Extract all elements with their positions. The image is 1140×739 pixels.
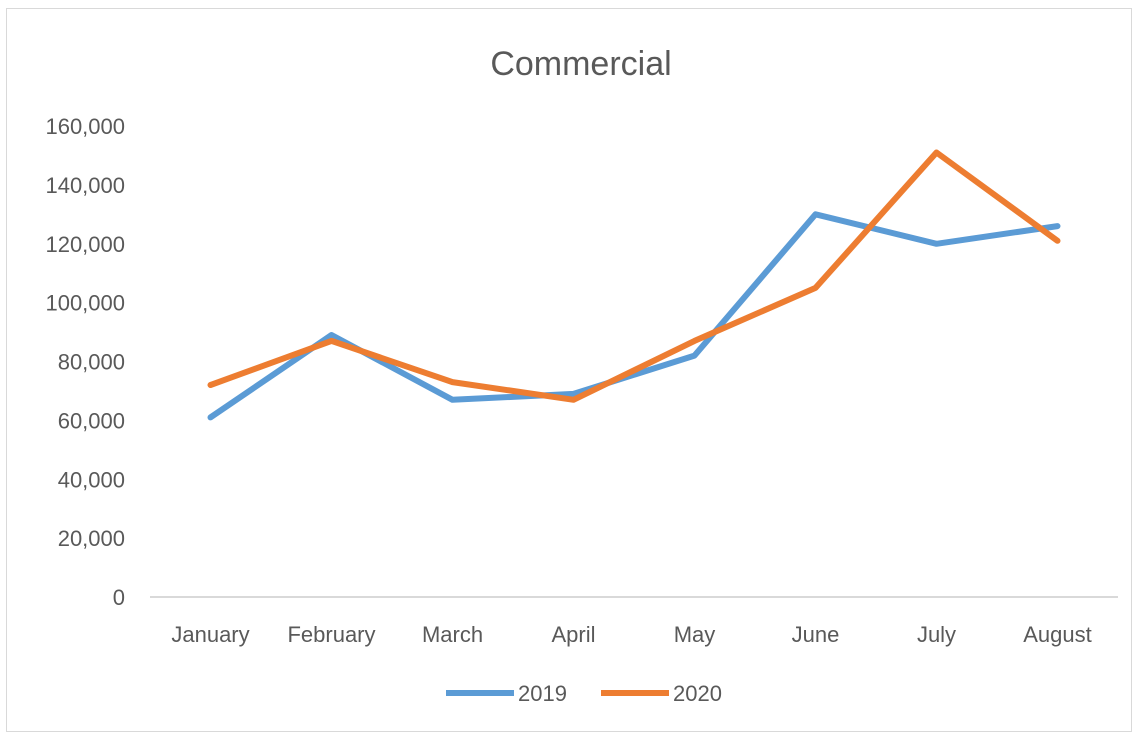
x-tick-label: February: [287, 622, 375, 647]
legend: 2019 2020: [446, 681, 722, 706]
legend-label-2019: 2019: [518, 681, 567, 706]
chart-frame: [6, 8, 1132, 732]
series-lines: [207, 149, 1061, 421]
series-line-2019: [207, 211, 1061, 421]
y-tick-label: 20,000: [58, 526, 125, 551]
y-tick-label: 80,000: [58, 350, 125, 375]
x-tick-label: June: [792, 622, 840, 647]
y-tick-label: 0: [113, 585, 125, 610]
y-axis-tick-labels: 0 20,000 40,000 60,000 80,000 100,000 120,000 1…: [45, 114, 125, 610]
y-tick-label: 40,000: [58, 467, 125, 492]
x-tick-label: January: [171, 622, 249, 647]
legend-label-2020: 2020: [673, 681, 722, 706]
y-tick-label: 120,000: [45, 232, 125, 257]
x-tick-label: May: [674, 622, 716, 647]
chart-title: Commercial: [490, 45, 671, 83]
y-tick-label: 160,000: [45, 114, 125, 139]
y-tick-label: 60,000: [58, 408, 125, 433]
y-tick-label: 140,000: [45, 173, 125, 198]
x-axis-tick-labels: January February March April May June July Augu…: [171, 622, 1091, 647]
x-tick-label: April: [551, 622, 595, 647]
series-line-2020: [207, 149, 1061, 403]
x-tick-label: August: [1023, 622, 1092, 647]
x-tick-label: July: [917, 622, 956, 647]
y-tick-label: 100,000: [45, 291, 125, 316]
x-tick-label: March: [422, 622, 483, 647]
